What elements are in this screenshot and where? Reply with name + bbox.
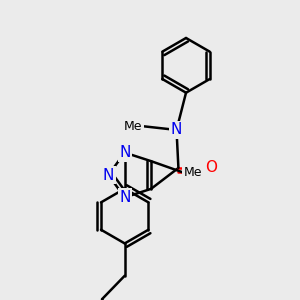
Text: Me: Me [124, 120, 142, 133]
Text: N: N [171, 122, 182, 137]
Text: N: N [119, 190, 130, 205]
Text: N: N [103, 167, 114, 182]
Text: O: O [205, 160, 217, 175]
Text: N: N [119, 145, 130, 160]
Text: Me: Me [183, 166, 202, 179]
